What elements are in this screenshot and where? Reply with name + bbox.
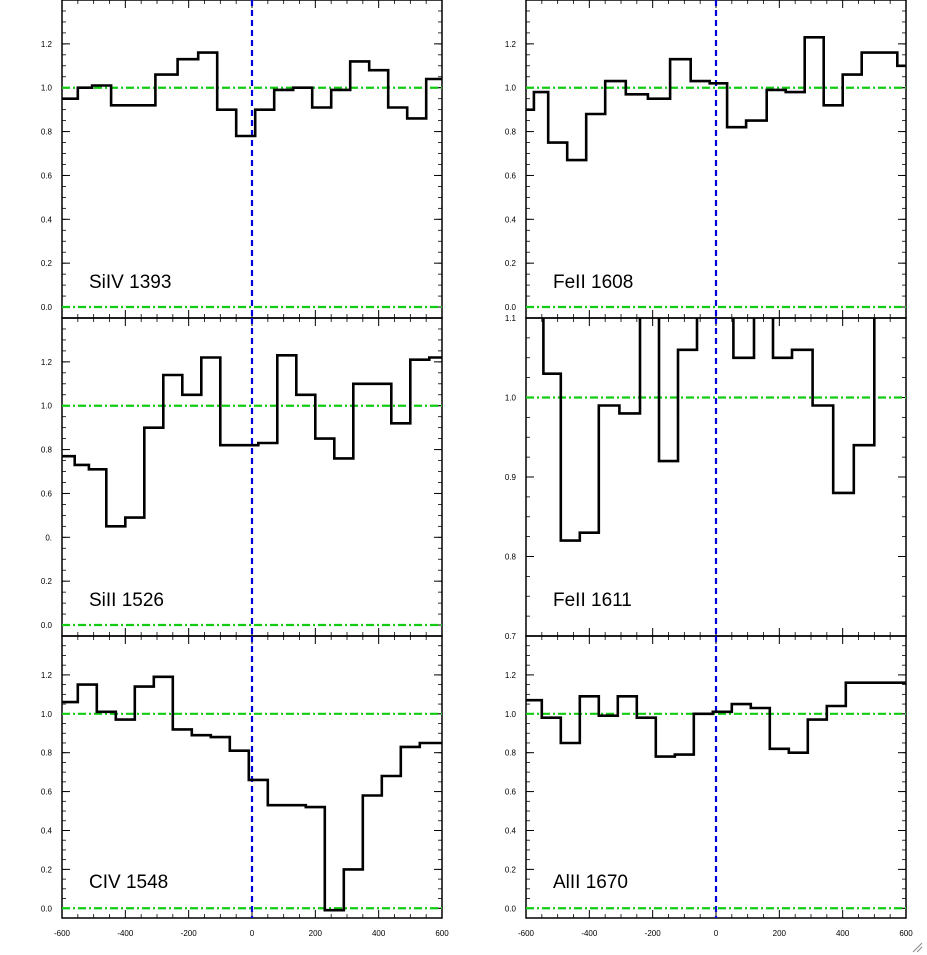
spectrum-series (62, 354, 442, 528)
y-tick-label: 0.6 (41, 788, 53, 797)
y-tick-label: 0.0 (505, 303, 517, 312)
y-tick-label: 0.2 (41, 865, 53, 874)
panel-label: FeII 1611 (553, 590, 632, 611)
y-tick-label: 0.9 (505, 473, 517, 482)
spectrum-series (542, 318, 876, 542)
panel-label: SiIV 1393 (89, 272, 171, 293)
y-tick-label: 0.2 (505, 259, 517, 268)
panel-1: 0.0 0.2 0. 0.6 0.8 1.0 1.2 SiII 1526 (41, 317, 443, 637)
y-tick-label: 0.8 (41, 749, 53, 758)
y-tick-label: 0.6 (41, 489, 53, 498)
panel-label: FeII 1608 (553, 272, 633, 293)
y-tick-label: 1.2 (41, 40, 53, 49)
resize-grip-icon[interactable] (911, 941, 923, 953)
panel-label: SiII 1526 (89, 590, 164, 611)
y-tick-label: 0.2 (41, 577, 53, 586)
y-tick-label: 0.4 (505, 215, 517, 224)
y-tick-label: 1.2 (41, 671, 53, 680)
y-tick-label: 1.0 (505, 394, 517, 403)
y-tick-label: 0.7 (505, 632, 517, 641)
x-tick-label: 200 (773, 929, 787, 938)
y-tick-label: 0.0 (505, 904, 517, 913)
panel-3: 0.0 0.2 0.4 0.6 0.8 1.0 1.2 FeII 1608 (505, 0, 907, 319)
x-tick-label: -200 (181, 929, 198, 938)
x-tick-label: -600 (54, 929, 71, 938)
y-tick-label: 1.2 (41, 358, 53, 367)
x-tick-label: -400 (581, 929, 598, 938)
spectrum-series (62, 51, 442, 138)
y-tick-label: 0.8 (505, 553, 517, 562)
y-tick-label: 0.8 (505, 128, 517, 137)
panel-0: 0.0 0.2 0.4 0.6 0.8 1.0 1.2 SiIV 1393 (41, 0, 443, 319)
y-tick-label: 0.8 (41, 128, 53, 137)
x-tick-label: 600 (435, 929, 449, 938)
x-tick-label: -200 (645, 929, 662, 938)
y-tick-label: 0.0 (41, 303, 53, 312)
y-tick-label: 1.0 (41, 710, 53, 719)
spectrum-series (526, 681, 906, 758)
y-tick-label: 0.0 (41, 904, 53, 913)
x-tick-label: 400 (836, 929, 850, 938)
y-tick-label: 0.6 (41, 171, 53, 180)
y-tick-label: 0.6 (505, 788, 517, 797)
y-tick-label: 0.4 (41, 215, 53, 224)
y-tick-label: 0.8 (505, 749, 517, 758)
y-tick-label: 1.0 (41, 402, 53, 411)
panel-label: AlII 1670 (553, 872, 628, 893)
y-tick-label: 1.0 (505, 84, 517, 93)
x-tick-label: -600 (518, 929, 535, 938)
y-tick-label: 1.0 (41, 84, 53, 93)
y-tick-label: 1.0 (505, 710, 517, 719)
panel-5: 0.0 0.2 0.4 0.6 0.8 1.0 1.2 AlII 1670 -600 -400 -2… (505, 635, 913, 938)
x-tick-label: 400 (372, 929, 386, 938)
y-tick-label: 0.8 (41, 446, 53, 455)
y-tick-label: 0.4 (505, 826, 517, 835)
panel-4: 0.7 0.8 0.9 1.0 1.1 FeII 1611 (505, 314, 907, 641)
y-tick-label: 0.2 (41, 259, 53, 268)
y-tick-label: 1.2 (505, 40, 517, 49)
y-tick-label: 1.1 (505, 314, 517, 323)
x-tick-label: 200 (309, 929, 323, 938)
x-tick-label: -400 (117, 929, 134, 938)
y-tick-label: 0.2 (505, 865, 517, 874)
panel-2: 0.0 0.2 0.4 0.6 0.8 1.0 1.2 CIV 1548 -600 -400 -20… (41, 635, 449, 938)
y-tick-label: 1.2 (505, 671, 517, 680)
y-tick-label: 0.4 (41, 826, 53, 835)
x-tick-label: 600 (899, 929, 913, 938)
y-tick-label: 0.0 (41, 621, 53, 630)
y-tick-label: 0.6 (505, 171, 517, 180)
spectrum-series (526, 36, 906, 162)
y-tick-label: 0. (45, 533, 52, 542)
panel-label: CIV 1548 (89, 872, 168, 893)
spectrum-series (62, 675, 442, 912)
x-tick-label: 0 (250, 929, 255, 938)
x-tick-label: 0 (714, 929, 719, 938)
